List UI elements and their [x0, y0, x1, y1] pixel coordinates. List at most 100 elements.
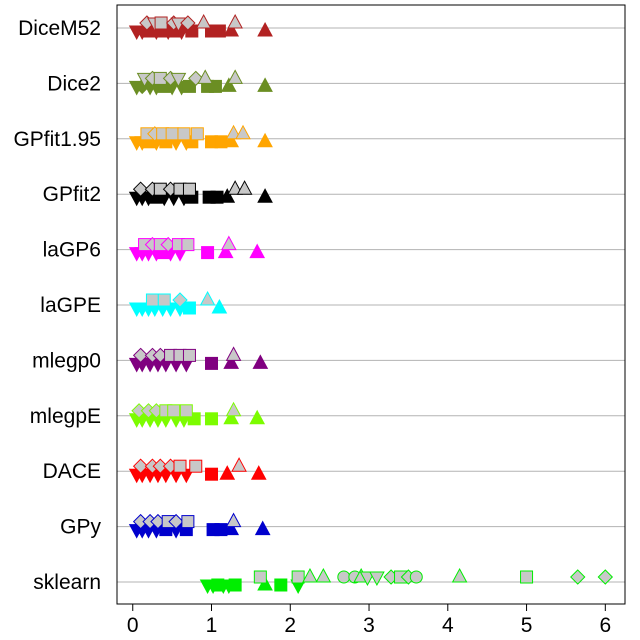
data-point [168, 513, 184, 530]
data-point [250, 465, 267, 480]
series-group [128, 512, 271, 539]
series-group [128, 69, 273, 96]
data-point [257, 132, 273, 148]
series-group [128, 401, 266, 428]
data-point [570, 569, 586, 585]
data-point [182, 182, 196, 196]
data-point [291, 570, 305, 584]
data-point [249, 243, 266, 259]
category-label: GPy [60, 516, 101, 539]
data-point [225, 346, 242, 361]
series-group [128, 235, 266, 262]
series-group [128, 180, 273, 207]
y-axis-categories: DiceM52 Dice2 GPfit1.95 GPfit2 laGP6 laGPE mle… [13, 17, 101, 594]
data-point [157, 293, 171, 307]
data-point [167, 404, 181, 418]
data-point [221, 235, 237, 251]
data-point [225, 512, 242, 528]
x-tick-label: 2 [284, 614, 296, 637]
data-point [205, 467, 219, 481]
data-point [180, 15, 196, 31]
data-point [132, 347, 149, 364]
data-point [302, 567, 318, 583]
data-point [257, 21, 273, 37]
data-point [225, 401, 242, 417]
data-point [179, 404, 193, 418]
data-point [217, 243, 234, 259]
series-group [128, 290, 228, 318]
data-point [170, 72, 187, 88]
data-point [195, 13, 212, 29]
x-tick-label: 6 [599, 614, 611, 637]
data-point [211, 298, 228, 314]
data-point [225, 124, 242, 140]
data-point [189, 459, 203, 473]
data-point [223, 409, 240, 425]
data-point [227, 13, 243, 29]
data-point [205, 356, 219, 370]
x-tick-label: 5 [521, 614, 533, 637]
data-point [221, 77, 237, 92]
data-point [597, 569, 614, 585]
series-group [128, 346, 269, 373]
data-point [227, 180, 243, 195]
data-point [520, 570, 534, 584]
data-point [409, 570, 423, 584]
data-point [257, 188, 273, 203]
x-tick-label: 4 [442, 614, 454, 637]
data-point [223, 520, 240, 536]
data-point [182, 79, 196, 93]
series-group [128, 124, 273, 151]
data-point [165, 127, 179, 141]
data-point [236, 180, 253, 195]
category-label: laGPE [40, 294, 101, 317]
data-point [154, 16, 168, 30]
data-point [274, 578, 288, 592]
data-point [451, 567, 468, 583]
data-point [199, 290, 216, 306]
data-point [190, 127, 204, 141]
data-point [182, 301, 196, 315]
data-point [182, 348, 196, 362]
category-label: DACE [43, 460, 101, 483]
data-points [128, 13, 614, 595]
category-label: Dice2 [47, 72, 101, 95]
category-label: mlegpE [30, 405, 101, 428]
data-point [235, 124, 251, 140]
data-point [173, 459, 187, 473]
data-point [254, 520, 271, 536]
data-point [132, 181, 149, 197]
data-point [257, 77, 273, 92]
x-tick-label: 0 [127, 614, 139, 637]
x-tick-label: 3 [363, 614, 375, 637]
data-point [181, 238, 195, 252]
data-point [227, 69, 243, 84]
data-point [337, 570, 351, 584]
data-point [172, 292, 188, 308]
data-point [145, 293, 159, 307]
x-tick-label: 1 [206, 614, 218, 637]
category-label: sklearn [33, 571, 101, 594]
x-axis: 0 1 2 3 4 5 6 [127, 604, 611, 637]
data-point [231, 457, 247, 472]
data-point [219, 465, 236, 480]
category-label: GPfit1.95 [13, 128, 101, 151]
series-group [128, 457, 267, 484]
data-point [212, 24, 226, 38]
data-point [359, 571, 376, 587]
data-point [205, 412, 219, 426]
series-group [199, 567, 614, 595]
category-label: mlegp0 [32, 349, 101, 372]
data-point [223, 21, 240, 37]
category-label: GPfit2 [43, 183, 101, 206]
data-point [228, 578, 242, 592]
data-point [181, 515, 195, 529]
data-point [249, 409, 266, 425]
data-point [223, 354, 240, 369]
series-group [128, 13, 273, 41]
category-label: laGP6 [43, 239, 101, 262]
data-point [152, 458, 169, 474]
data-point [197, 69, 214, 84]
plot-frame [116, 4, 626, 605]
